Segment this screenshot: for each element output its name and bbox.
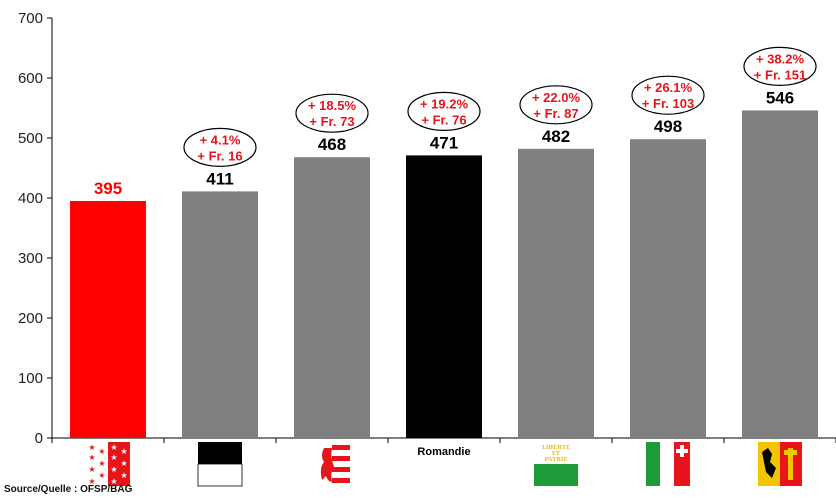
annotation-amount: + Fr. 103 — [642, 96, 694, 111]
value-labels: 395 411 468 471 482 498 546 — [94, 88, 794, 198]
annotation-percent: + 19.2% — [420, 96, 469, 111]
annotation-amount: + Fr. 73 — [309, 114, 354, 129]
y-tick-label: 600 — [18, 70, 43, 87]
svg-text:★: ★ — [98, 459, 105, 468]
annotation-amount: + Fr. 151 — [754, 67, 806, 82]
svg-text:★: ★ — [88, 453, 95, 462]
svg-text:★: ★ — [110, 465, 117, 474]
value-label: 482 — [542, 127, 570, 146]
svg-text:★: ★ — [110, 477, 117, 486]
svg-text:★: ★ — [120, 471, 127, 480]
svg-text:★: ★ — [88, 443, 95, 452]
vaud-flag-text: ET — [552, 451, 561, 457]
value-label: 471 — [430, 133, 458, 152]
annotation-amount: + Fr. 76 — [421, 112, 466, 127]
svg-text:★: ★ — [110, 443, 117, 452]
svg-text:★: ★ — [88, 465, 95, 474]
value-label: 468 — [318, 135, 346, 154]
bar — [518, 148, 594, 439]
annotation-ellipse — [631, 75, 705, 115]
bars — [70, 110, 818, 439]
annotation-percent: + 4.1% — [200, 132, 241, 147]
bar — [294, 157, 370, 438]
bar — [70, 201, 146, 438]
category-label: Romandie — [417, 446, 470, 458]
y-tick-label: 100 — [18, 370, 43, 387]
y-tick-label: 700 — [18, 10, 43, 27]
y-tick-label: 400 — [18, 190, 43, 207]
geneva-flag-icon — [758, 442, 802, 486]
annotations: + 4.1%+ Fr. 16+ 18.5%+ Fr. 73+ 19.2%+ Fr… — [183, 46, 817, 167]
annotation-percent: + 18.5% — [308, 98, 357, 113]
change-annotation: + 26.1%+ Fr. 103 — [631, 75, 705, 115]
change-annotation: + 22.0%+ Fr. 87 — [519, 85, 593, 125]
annotation-percent: + 26.1% — [644, 80, 693, 95]
source-note: Source/Quelle : OFSP/BAG — [4, 484, 133, 495]
annotation-ellipse — [295, 93, 369, 133]
y-tick-label: 200 — [18, 310, 43, 327]
bar — [742, 110, 818, 439]
change-annotation: + 18.5%+ Fr. 73 — [295, 93, 369, 133]
bar — [182, 191, 258, 438]
change-annotation: + 4.1%+ Fr. 16 — [183, 127, 257, 167]
svg-text:★: ★ — [110, 453, 117, 462]
vaud-flag-text: PATRIE — [544, 457, 567, 463]
annotation-percent: + 22.0% — [532, 90, 581, 105]
vaud-flag-text: LIBERTÉ — [542, 443, 570, 451]
value-label: 498 — [654, 117, 682, 136]
annotation-amount: + Fr. 16 — [197, 148, 242, 163]
y-tick-label: 0 — [35, 430, 43, 447]
change-annotation: + 19.2%+ Fr. 76 — [407, 91, 481, 132]
svg-text:★: ★ — [120, 459, 127, 468]
fribourg-flag-icon — [197, 442, 243, 487]
valais-flag-icon: ★ ★★★★★★★ ★★★★★★ — [86, 442, 130, 486]
annotation-ellipse — [183, 127, 257, 167]
value-label: 411 — [206, 169, 233, 188]
jura-flag-icon — [310, 442, 354, 486]
neuchatel-flag-icon — [646, 442, 690, 486]
annotation-ellipse — [407, 91, 481, 132]
change-annotation: + 38.2%+ Fr. 151 — [743, 46, 817, 87]
y-tick-label: 300 — [18, 250, 43, 267]
annotation-ellipse — [519, 85, 593, 125]
annotation-amount: + Fr. 87 — [533, 106, 578, 121]
bar — [630, 139, 706, 438]
svg-text:★: ★ — [98, 471, 105, 480]
value-label: 395 — [94, 179, 122, 198]
annotation-percent: + 38.2% — [756, 51, 805, 66]
x-axis — [51, 437, 836, 443]
value-label: 546 — [766, 88, 794, 107]
y-axis: 0 100 200 300 400 500 600 700 — [18, 10, 53, 447]
annotation-ellipse — [743, 46, 817, 87]
svg-text:★: ★ — [98, 447, 105, 456]
bar — [406, 155, 482, 438]
svg-text:★: ★ — [88, 477, 95, 486]
svg-text:★: ★ — [120, 447, 127, 456]
y-tick-label: 500 — [18, 130, 43, 147]
